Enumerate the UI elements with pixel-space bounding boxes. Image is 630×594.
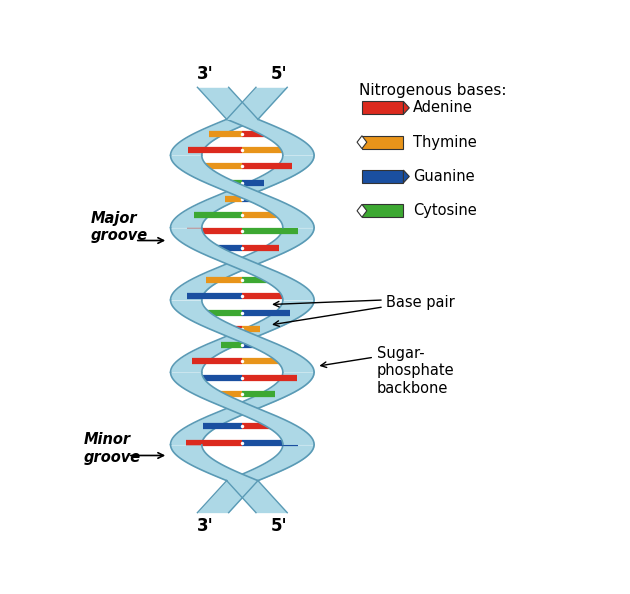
Polygon shape xyxy=(357,204,367,217)
Text: Cytosine: Cytosine xyxy=(413,203,477,218)
Bar xyxy=(362,102,403,114)
Text: 3': 3' xyxy=(197,65,214,83)
Bar xyxy=(362,170,403,183)
Text: Nitrogenous bases:: Nitrogenous bases: xyxy=(360,83,507,98)
Text: Minor
groove: Minor groove xyxy=(84,432,140,465)
Text: Guanine: Guanine xyxy=(413,169,475,184)
Bar xyxy=(362,136,403,148)
Text: Major
groove: Major groove xyxy=(91,211,148,243)
Polygon shape xyxy=(403,102,410,114)
Polygon shape xyxy=(357,136,367,148)
Text: 3': 3' xyxy=(197,517,214,535)
Text: 5': 5' xyxy=(271,65,287,83)
Text: 5': 5' xyxy=(271,517,287,535)
Text: Base pair: Base pair xyxy=(386,295,455,309)
Text: Sugar-
phosphate
backbone: Sugar- phosphate backbone xyxy=(377,346,454,396)
Text: Adenine: Adenine xyxy=(413,100,473,115)
Polygon shape xyxy=(403,170,410,183)
Bar xyxy=(362,204,403,217)
Text: Thymine: Thymine xyxy=(413,135,477,150)
